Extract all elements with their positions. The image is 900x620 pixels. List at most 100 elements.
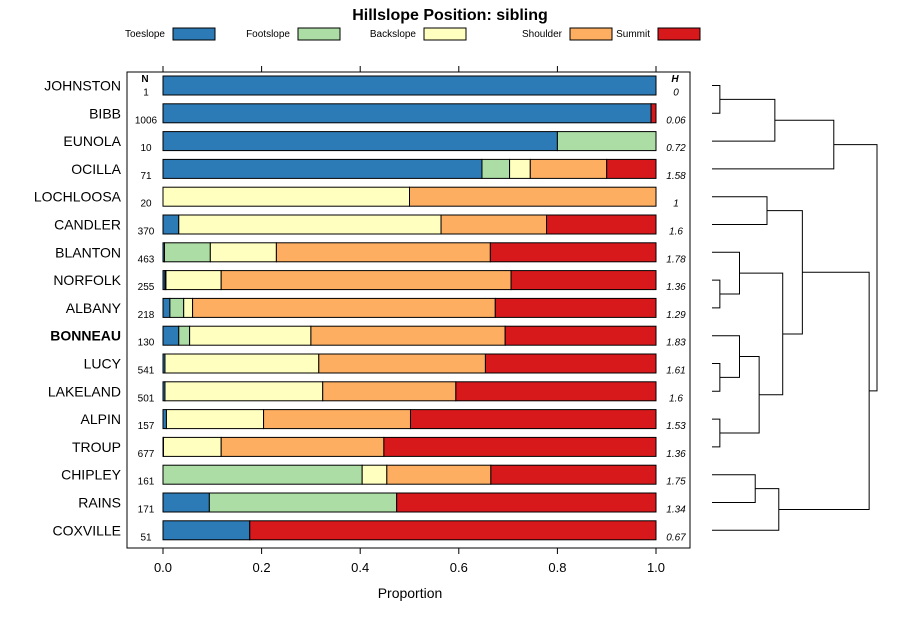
dendrogram-link [712, 335, 740, 378]
bar-segment-backslope [361, 464, 388, 485]
h-value: 0.72 [666, 143, 686, 154]
n-value: 1 [143, 88, 149, 99]
bar-row-norfolk [162, 270, 657, 291]
bar-segment-summit [484, 353, 657, 374]
bar-segment-summit [510, 270, 657, 291]
bar-segment-toeslope [162, 214, 180, 235]
n-value: 71 [140, 171, 152, 182]
h-value: 1.34 [666, 505, 686, 516]
h-value: 1.83 [666, 338, 686, 349]
bar-segment-backslope [178, 214, 442, 235]
legend-label-footslope: Footslope [246, 29, 290, 40]
h-value: 1.61 [666, 366, 685, 377]
bar-segment-summit [504, 325, 657, 346]
bar-segment-footslope [481, 158, 511, 179]
row-label: TROUP [72, 439, 121, 455]
h-labels: 0 0.06 0.72 1.58 1 1.6 1.78 1.36 1.29 1.83 1.61 1.6… [666, 88, 686, 544]
row-label: NORFOLK [53, 272, 121, 288]
row-label: CHIPLEY [61, 467, 122, 483]
bar-segment-shoulder [220, 436, 385, 457]
bar-segment-footslope [162, 464, 363, 485]
bar-segment-backslope [209, 242, 277, 263]
legend-swatch-toeslope [172, 27, 216, 41]
legend: Toeslope Footslope Backslope Shoulder Summit [125, 27, 701, 41]
legend-swatch-summit [657, 27, 701, 41]
n-value: 171 [138, 505, 155, 516]
bar-segment-toeslope [162, 131, 558, 152]
dendrogram-link [767, 210, 803, 335]
dendrogram-link [712, 363, 721, 392]
bar-segment-summit [606, 158, 657, 179]
bar-row-bibb [162, 103, 657, 124]
bar-segment-footslope [163, 242, 211, 263]
bar-row-lakeland [162, 381, 657, 402]
bar-segment-shoulder [310, 325, 506, 346]
bar-segment-backslope [509, 158, 531, 179]
bar-segment-toeslope [162, 103, 652, 124]
row-label: BIBB [89, 105, 121, 121]
row-label: ALPIN [81, 411, 121, 427]
n-value: 541 [138, 366, 155, 377]
dendrogram-link [712, 279, 721, 309]
bar-segment-backslope [162, 186, 410, 207]
n-value: 1006 [135, 115, 158, 126]
bar-segment-backslope [165, 409, 265, 430]
x-tick-label: 0.2 [253, 560, 271, 575]
h-value: 1.6 [669, 227, 683, 238]
bar-segment-summit [383, 436, 657, 457]
bar-row-candler [162, 214, 657, 235]
row-label: CANDLER [54, 217, 121, 233]
bar-row-lucy [162, 353, 657, 374]
n-header: N [141, 74, 148, 85]
h-value: 1.58 [666, 171, 686, 182]
legend-swatch-backslope [423, 27, 467, 41]
bar-segment-footslope [169, 297, 185, 318]
h-value: 1.36 [666, 282, 686, 293]
bar-row-johnston [162, 75, 657, 96]
bar-segment-backslope [162, 436, 222, 457]
plot-frame [126, 71, 691, 549]
bar-segment-footslope [208, 492, 398, 513]
n-value: 130 [138, 338, 155, 349]
dendrogram-link [778, 271, 870, 510]
row-label: RAINS [78, 495, 121, 511]
bar-segment-backslope [165, 270, 222, 291]
x-tick-label: 0.4 [351, 560, 369, 575]
dendrogram-link [712, 474, 756, 503]
bar-segment-backslope [183, 297, 194, 318]
bar-segment-shoulder [440, 214, 548, 235]
n-value: 218 [138, 310, 155, 321]
legend-swatch-footslope [297, 27, 341, 41]
h-value: 1.75 [666, 477, 686, 488]
bar-segment-shoulder [263, 409, 411, 430]
n-value: 157 [138, 421, 155, 432]
bars [162, 75, 657, 541]
bar-row-lochloosa [162, 186, 657, 207]
h-value: 1 [673, 199, 679, 210]
top-axis-ticks [162, 66, 657, 72]
bar-row-albany [162, 297, 657, 318]
bar-segment-summit [489, 242, 657, 263]
bar-segment-shoulder [322, 381, 457, 402]
row-label: LOCHLOOSA [34, 189, 122, 205]
bar-segment-summit [494, 297, 657, 318]
bar-segment-summit [409, 409, 657, 430]
bar-segment-footslope [178, 325, 191, 346]
bar-row-eunola [162, 131, 657, 152]
dendrogram [712, 85, 878, 531]
dendrogram-link [712, 119, 835, 170]
bar-segment-summit [396, 492, 657, 513]
bar-segment-backslope [164, 353, 320, 374]
row-label: OCILLA [71, 161, 121, 177]
legend-label-backslope: Backslope [370, 29, 417, 40]
legend-label-summit: Summit [616, 29, 650, 40]
x-axis-label: Proportion [378, 585, 443, 601]
x-tick-label: 0.0 [154, 560, 172, 575]
chart-title: Hillslope Position: sibling [352, 7, 548, 24]
bar-segment-backslope [189, 325, 312, 346]
x-tick-label: 1.0 [647, 560, 665, 575]
row-label: EUNOLA [63, 133, 121, 149]
dendrogram-link [712, 488, 780, 531]
bar-row-bonneau [162, 325, 657, 346]
